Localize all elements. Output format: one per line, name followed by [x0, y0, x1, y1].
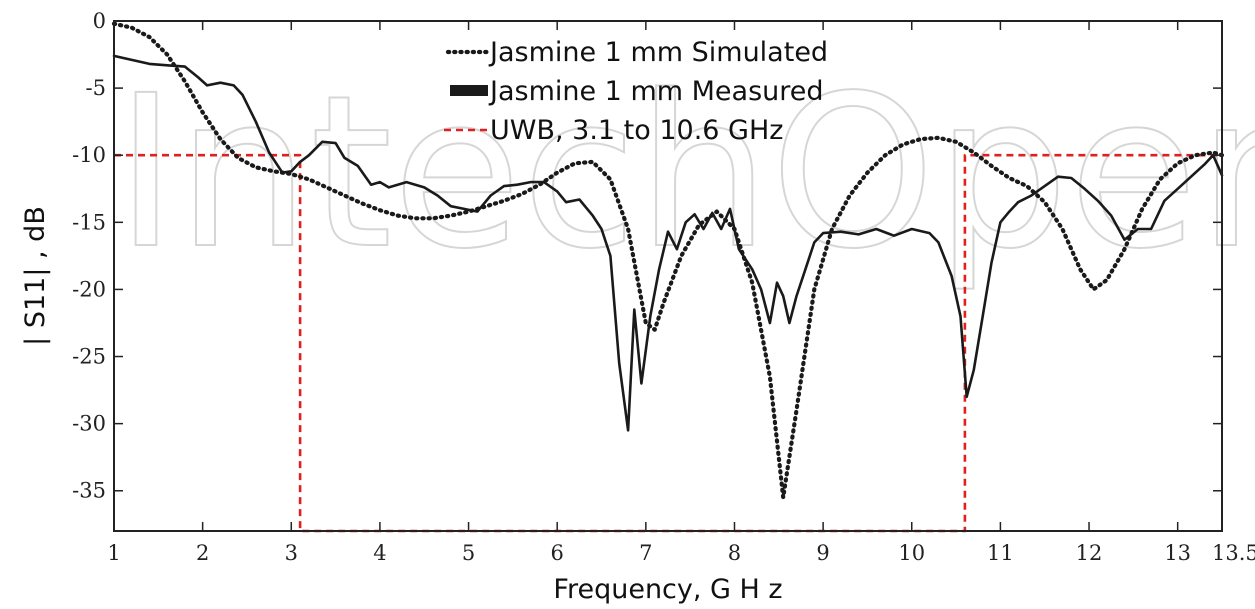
series-line-2 — [112, 54, 1224, 432]
x-tick-label: 13.5 — [1212, 541, 1255, 565]
x-tick-label: 1 — [107, 541, 120, 565]
y-tick-label: -15 — [72, 210, 106, 234]
x-tick-label: 7 — [639, 541, 652, 565]
x-tick-label: 11 — [987, 541, 1014, 565]
series-line-1 — [111, 21, 1225, 500]
y-tick-label: -5 — [86, 76, 106, 100]
axes-box — [113, 20, 1223, 532]
watermark: IntechOpen — [115, 50, 1255, 295]
y-tick-label: -30 — [72, 412, 106, 436]
legend-swatch-2 — [450, 85, 488, 96]
y-tick-label: -10 — [72, 143, 106, 167]
legend-label-1: Jasmine 1 mm Simulated — [488, 37, 828, 68]
x-axis-title: Frequency, G H z — [553, 574, 782, 605]
x-tick-label: 5 — [462, 541, 475, 565]
x-tick-label: 4 — [373, 541, 386, 565]
y-tick-label: -20 — [72, 277, 106, 301]
y-tick-label: -25 — [72, 345, 106, 369]
y-axis-title: | S11| , dB — [20, 206, 51, 346]
x-tick-label: 13 — [1164, 541, 1191, 565]
y-tick-label: 0 — [93, 9, 106, 33]
x-tick-label: 2 — [196, 541, 209, 565]
x-tick-label: 6 — [551, 541, 564, 565]
x-tick-label: 9 — [816, 541, 829, 565]
x-tick-label: 10 — [898, 541, 925, 565]
legend: Jasmine 1 mm Simulated Jasmine 1 mm Measu… — [444, 37, 828, 146]
x-tick-label: 8 — [728, 541, 741, 565]
legend-label-3: UWB, 3.1 to 10.6 GHz — [490, 115, 783, 146]
legend-label-2: Jasmine 1 mm Measured — [488, 76, 824, 107]
axis-ticks: 1 2 3 4 5 6 7 8 9 10 11 12 13 13.50-5-10-15-20-25-30-… — [72, 9, 1255, 565]
x-tick-label: 3 — [285, 541, 298, 565]
y-tick-label: -35 — [72, 479, 106, 503]
x-tick-label: 12 — [1076, 541, 1103, 565]
